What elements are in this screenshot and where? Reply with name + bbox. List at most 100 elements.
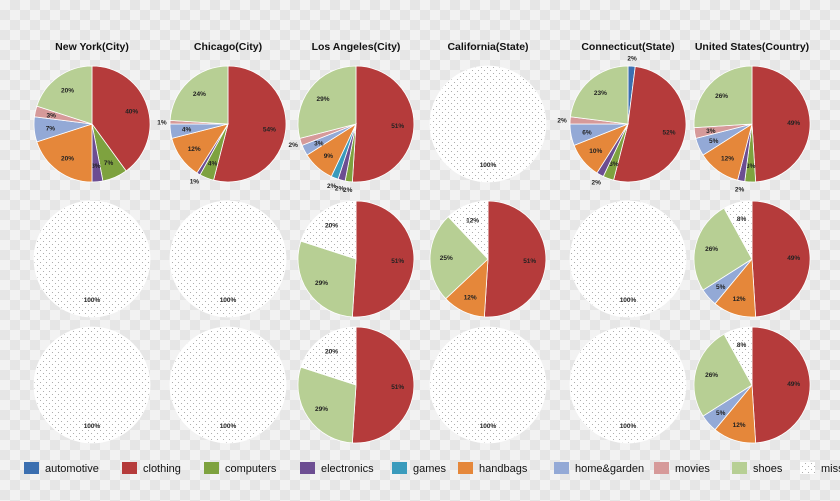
slice-missing [723,326,753,386]
data-label: 26% [705,372,718,379]
column-title-chicago-city: Chicago(City) [194,41,262,53]
legend-swatch [554,462,569,474]
legend-label: movies [675,463,710,475]
data-label: 12% [188,146,201,153]
legend-item-movies: movies [654,462,710,475]
legend-label: electronics [321,463,374,475]
data-label: 51% [391,384,404,391]
data-label: 3% [706,128,716,135]
column-title-california-state: California(State) [447,41,528,53]
data-label: 12% [721,155,734,162]
legend-swatch [800,462,815,474]
slice-clothing [483,200,547,318]
data-label: 2% [343,187,353,194]
slice-missing [300,326,357,386]
slice-missing [569,200,687,318]
legend-item-games: games [392,462,447,475]
data-label: 51% [523,258,536,265]
slice-clothing [351,200,415,318]
slice-handbags [36,123,93,183]
legend-label: automotive [45,463,99,475]
data-label: 51% [391,123,404,130]
legend-item-missing: missing [800,462,840,475]
slice-shoes [693,333,753,417]
pie-r2-c4: 100% [569,326,687,444]
slice-missing [723,200,753,260]
slice-shoes [297,366,357,444]
data-label: 100% [620,423,637,430]
slice-clothing [613,66,687,183]
slice-clothing [751,65,811,183]
slice-clothing [213,65,287,183]
slice-missing [33,200,151,318]
pie-r2-c1: 100% [169,326,287,444]
column-title-connecticut-state: Connecticut(State) [581,41,674,53]
slice-clothing [351,65,415,183]
slice-missing [33,326,151,444]
data-label: 12% [733,422,746,429]
data-label: 10% [589,148,602,155]
legend-swatch [654,462,669,474]
data-label: 52% [662,129,675,136]
legend-swatch [204,462,219,474]
legend-swatch [122,462,137,474]
slice-clothing [91,65,151,172]
data-label: 100% [620,297,637,304]
column-title-new-york-city: New York(City) [55,41,129,53]
slice-shoes [693,65,753,129]
pie-r2-c3: 100% [429,326,547,444]
data-label: 100% [480,162,497,169]
legend-item-computers: computers [204,462,277,475]
slice-clothing [751,326,811,444]
legend-item-electronics: electronics [300,462,374,475]
pie-r1-c0: 100% [33,200,151,318]
legend-label: home&garden [575,463,644,475]
data-label: 4% [182,127,192,134]
data-label: 12% [733,296,746,303]
legend-label: computers [225,463,277,475]
data-label: 3% [46,112,56,119]
data-label: 2% [627,56,637,63]
data-label: 51% [391,258,404,265]
pie-r0-c5: 49% 3% 2% 12% 5% 3% 26% [693,65,811,193]
pie-r1-c5: 49% 12% 5% 26% 8% [693,200,811,318]
data-label: 29% [315,280,328,287]
slice-shoes [297,65,357,139]
slice-shoes [429,216,489,300]
data-label: 29% [315,406,328,413]
column-title-los-angeles-city: Los Angeles(City) [312,41,401,53]
data-label: 100% [480,423,497,430]
data-label: 8% [737,216,747,223]
data-label: 20% [325,349,338,356]
data-label: 3% [746,163,756,170]
pie-r0-c3: 100% [429,65,547,183]
pie-r1-c4: 100% [569,200,687,318]
data-label: 49% [787,255,800,262]
pie-r1-c1: 100% [169,200,287,318]
data-label: 49% [787,381,800,388]
data-label: 3% [314,141,324,148]
legend-swatch [392,462,407,474]
column-title-united-states-country: United States(Country) [695,41,809,53]
data-label: 12% [464,294,477,301]
legend: automotive clothing computers electronics ga… [24,462,840,475]
pie-r0-c1: 54% 4% 1% 12% 4% 1% 24% [157,65,287,185]
data-label: 2% [735,186,745,193]
slice-clothing [351,326,415,444]
legend-swatch [24,462,39,474]
pie-r0-c2: 51%2%2%2%9%3%2%29% [288,65,415,194]
data-label: 5% [716,284,726,291]
slice-missing [429,326,547,444]
data-label: 100% [220,423,237,430]
pie-r0-c4: 2% 52% 3% 2% 10% 6% 2% 23% [557,56,687,186]
slice-missing [569,326,687,444]
data-label: 2% [327,183,337,190]
legend-item-automotive: automotive [24,462,99,475]
data-label: 9% [324,153,334,160]
data-label: 23% [594,90,607,97]
slice-missing [447,200,489,261]
data-label: 54% [263,127,276,134]
legend-swatch [732,462,747,474]
data-label: 5% [716,410,726,417]
slice-clothing [751,200,811,318]
